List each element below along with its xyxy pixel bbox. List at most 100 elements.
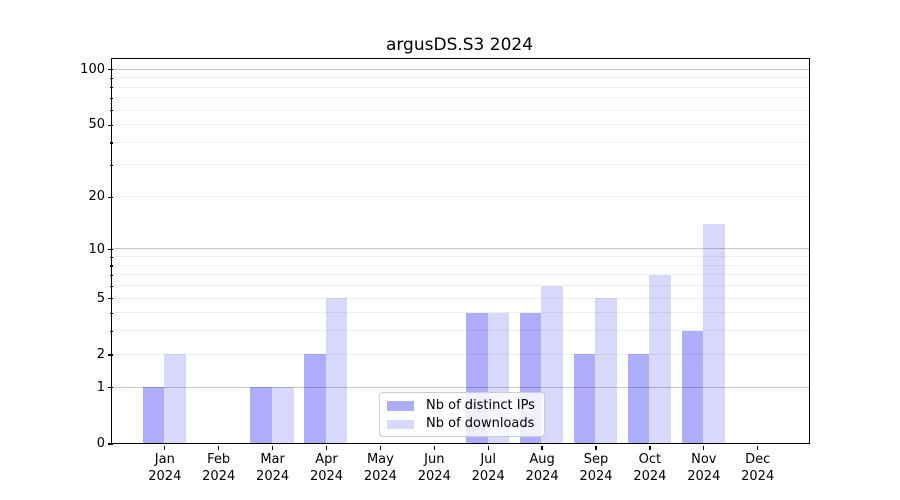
x-tick-label-year: 2024 [363,468,397,484]
legend-item-downloads: Nb of downloads [380,415,544,434]
x-tick-label: Jan 2024 [129,452,201,485]
bar-downloads-sep [595,298,617,444]
bar-distinct-ips-nov [681,330,704,444]
y-minor-tick-mark [110,87,113,89]
minor-gridline [111,285,809,287]
y-tick-mark [108,298,113,300]
minor-gridline [111,164,809,166]
x-tick-label: Oct 2024 [614,452,686,485]
x-tick-label-year: 2024 [148,468,182,484]
minor-gridline [111,86,809,88]
x-tick-mark [379,445,382,451]
x-tick-label: May 2024 [344,452,416,485]
y-tick-label: 2 [96,346,105,362]
x-tick-label-month: Aug [529,452,555,467]
legend-label-downloads: Nb of downloads [426,416,535,432]
y-minor-tick-mark [110,265,113,267]
bar-distinct-ips-oct [627,354,650,444]
minor-gridline [111,297,809,299]
major-gridline [111,248,809,250]
minor-gridline [111,353,809,355]
x-tick-mark [649,445,651,451]
x-tick-mark [703,445,705,451]
bar-distinct-ips-mar [250,387,272,444]
x-tick-mark [271,445,274,451]
y-tick-label: 10 [88,241,105,257]
bar-downloads-aug [541,285,564,444]
x-tick-label-year: 2024 [633,468,667,484]
minor-gridline [111,141,809,143]
y-minor-tick-mark [110,97,113,100]
y-tick-mark [108,387,113,389]
x-tick-label-month: Oct [638,452,662,467]
y-minor-tick-mark [110,164,113,167]
y-minor-tick-mark [110,142,113,144]
x-tick-mark [164,445,166,451]
y-tick-label: 1 [96,379,105,395]
x-tick-label-month: Mar [260,452,285,467]
bar-downloads-mar [271,387,294,444]
bar-distinct-ips-jan [142,387,165,444]
x-tick-label-month: May [366,452,394,467]
y-minor-tick-mark [110,256,113,258]
bar-distinct-ips-sep [573,354,596,444]
y-minor-tick-mark [110,110,113,112]
bar-downloads-nov [703,223,725,444]
minor-gridline [111,312,809,314]
x-tick-mark [487,445,489,451]
y-tick-mark [108,124,113,126]
x-tick-label-year: 2024 [309,468,344,484]
major-gridline [111,386,809,388]
x-tick-mark [325,445,328,451]
x-tick-mark [595,445,597,451]
x-tick-label-month: Jan [154,452,175,467]
x-tick-mark [757,445,759,451]
chart-title: argusDS.S3 2024 [385,35,534,55]
x-tick-label: Jun 2024 [398,452,470,485]
x-tick-label: Aug 2024 [506,452,578,485]
x-tick-label-year: 2024 [525,468,559,484]
y-minor-tick-mark [110,312,113,315]
minor-gridline [111,109,809,111]
minor-gridline [111,77,809,79]
y-tick-label: 50 [88,117,105,133]
y-tick-label: 100 [80,61,105,77]
x-tick-label: Feb 2024 [183,452,255,485]
x-tick-label-month: Dec [745,452,771,467]
y-minor-tick-mark [110,77,113,79]
minor-gridline [111,196,809,198]
x-tick-label: Sep 2024 [560,452,632,485]
y-minor-tick-mark [110,274,113,277]
major-gridline [111,68,809,70]
minor-gridline [111,256,809,258]
y-tick-mark [108,69,113,71]
x-tick-label-year: 2024 [417,468,451,484]
y-tick-label: 20 [88,189,105,205]
minor-gridline [111,124,809,126]
bar-downloads-oct [649,274,671,444]
y-tick-label: 5 [96,290,105,306]
y-minor-tick-mark [110,331,113,333]
x-tick-label-month: Apr [315,452,338,467]
x-tick-label: Mar 2024 [237,452,309,485]
x-tick-mark [433,445,435,451]
y-tick-label: 0 [96,436,105,451]
legend: Nb of distinct IPs Nb of downloads [379,391,545,437]
x-tick-label-year: 2024 [741,468,775,484]
x-tick-label-year: 2024 [202,468,236,484]
legend-item-distinct-ips: Nb of distinct IPs [380,397,544,416]
y-tick-mark [108,354,113,356]
x-tick-label: Nov 2024 [668,452,740,485]
legend-swatch-downloads [387,419,414,429]
y-minor-tick-mark [110,285,113,287]
x-tick-label-month: Jun [424,452,445,467]
y-tick-mark [108,443,113,445]
x-tick-label: Jul 2024 [452,452,524,485]
bar-downloads-apr [325,298,348,444]
x-tick-label-month: Sep [583,452,609,467]
x-tick-label: Apr 2024 [291,452,363,485]
legend-swatch-distinct-ips [387,401,414,411]
x-tick-label-year: 2024 [579,468,613,484]
minor-gridline [111,264,809,266]
